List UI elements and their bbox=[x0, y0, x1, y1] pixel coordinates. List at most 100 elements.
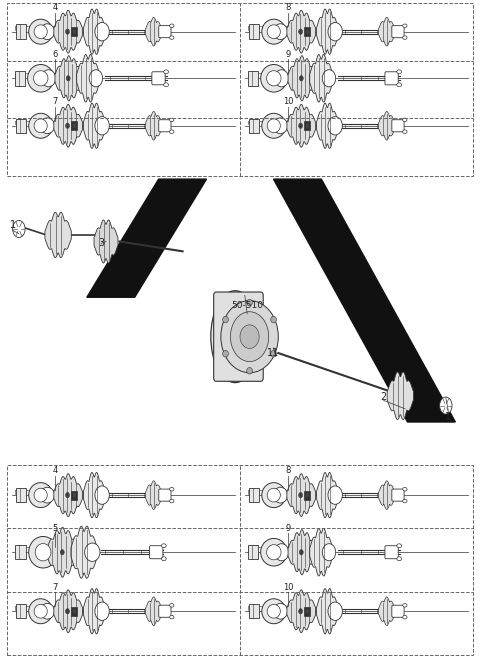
Polygon shape bbox=[54, 474, 83, 517]
Ellipse shape bbox=[29, 19, 53, 44]
Bar bbox=[248, 545, 258, 559]
Polygon shape bbox=[287, 11, 316, 53]
Ellipse shape bbox=[34, 604, 47, 618]
Ellipse shape bbox=[262, 599, 286, 623]
Ellipse shape bbox=[161, 557, 166, 561]
Ellipse shape bbox=[29, 536, 58, 568]
Polygon shape bbox=[54, 104, 83, 147]
Ellipse shape bbox=[403, 616, 407, 619]
Ellipse shape bbox=[247, 299, 252, 306]
Bar bbox=[249, 24, 259, 39]
Ellipse shape bbox=[397, 544, 402, 548]
Ellipse shape bbox=[300, 550, 303, 555]
Ellipse shape bbox=[84, 543, 100, 561]
FancyBboxPatch shape bbox=[152, 72, 165, 85]
Polygon shape bbox=[84, 588, 105, 634]
Text: 2: 2 bbox=[381, 392, 387, 402]
Ellipse shape bbox=[266, 544, 281, 559]
Polygon shape bbox=[71, 526, 97, 579]
Polygon shape bbox=[145, 597, 162, 625]
Ellipse shape bbox=[299, 29, 302, 34]
Ellipse shape bbox=[261, 65, 287, 92]
Circle shape bbox=[12, 221, 25, 237]
Ellipse shape bbox=[240, 325, 259, 349]
Ellipse shape bbox=[262, 19, 286, 44]
Bar bbox=[249, 119, 259, 133]
Ellipse shape bbox=[35, 544, 51, 561]
Bar bbox=[15, 545, 25, 559]
Ellipse shape bbox=[397, 70, 402, 74]
Ellipse shape bbox=[169, 616, 174, 619]
Polygon shape bbox=[84, 9, 105, 54]
Ellipse shape bbox=[223, 316, 228, 323]
Bar bbox=[304, 607, 310, 616]
Ellipse shape bbox=[267, 119, 280, 132]
Ellipse shape bbox=[306, 609, 310, 614]
Bar bbox=[16, 604, 26, 618]
Ellipse shape bbox=[72, 123, 76, 129]
Polygon shape bbox=[387, 372, 413, 420]
Bar bbox=[7, 3, 473, 176]
Circle shape bbox=[440, 397, 452, 414]
Polygon shape bbox=[317, 473, 338, 518]
Ellipse shape bbox=[161, 544, 166, 548]
Ellipse shape bbox=[267, 25, 280, 38]
Polygon shape bbox=[287, 104, 316, 147]
FancyBboxPatch shape bbox=[159, 489, 171, 501]
Polygon shape bbox=[145, 17, 162, 46]
Bar bbox=[16, 119, 26, 133]
Ellipse shape bbox=[89, 70, 103, 87]
Ellipse shape bbox=[169, 500, 174, 503]
Bar bbox=[249, 604, 259, 618]
Ellipse shape bbox=[403, 36, 407, 40]
Polygon shape bbox=[310, 55, 333, 102]
Ellipse shape bbox=[72, 609, 76, 614]
Text: 1: 1 bbox=[445, 412, 451, 422]
Polygon shape bbox=[288, 56, 316, 101]
Polygon shape bbox=[317, 9, 338, 54]
Ellipse shape bbox=[164, 70, 168, 74]
Polygon shape bbox=[54, 590, 83, 633]
Ellipse shape bbox=[306, 123, 310, 129]
Ellipse shape bbox=[273, 604, 288, 619]
Bar bbox=[15, 71, 24, 86]
Polygon shape bbox=[378, 111, 395, 140]
Ellipse shape bbox=[322, 70, 336, 87]
Ellipse shape bbox=[29, 599, 53, 623]
Polygon shape bbox=[317, 103, 338, 148]
Bar bbox=[16, 24, 26, 39]
Ellipse shape bbox=[403, 24, 407, 28]
Ellipse shape bbox=[169, 36, 174, 40]
Ellipse shape bbox=[261, 538, 287, 566]
Polygon shape bbox=[47, 527, 78, 577]
Ellipse shape bbox=[169, 118, 174, 122]
Bar bbox=[248, 71, 258, 86]
Ellipse shape bbox=[169, 24, 174, 28]
Ellipse shape bbox=[275, 544, 288, 561]
Ellipse shape bbox=[273, 487, 288, 503]
Ellipse shape bbox=[299, 123, 302, 129]
Bar bbox=[71, 27, 77, 36]
Ellipse shape bbox=[66, 492, 70, 498]
Ellipse shape bbox=[60, 550, 64, 555]
Text: 6: 6 bbox=[52, 49, 58, 59]
Ellipse shape bbox=[273, 118, 288, 134]
Ellipse shape bbox=[300, 76, 303, 81]
Polygon shape bbox=[84, 473, 105, 518]
Ellipse shape bbox=[40, 604, 55, 619]
Ellipse shape bbox=[34, 119, 47, 132]
Ellipse shape bbox=[221, 301, 278, 373]
Polygon shape bbox=[274, 179, 456, 422]
FancyBboxPatch shape bbox=[159, 120, 171, 132]
Text: 7: 7 bbox=[52, 583, 58, 592]
Text: 7: 7 bbox=[52, 97, 58, 106]
Bar bbox=[304, 27, 310, 36]
Ellipse shape bbox=[403, 488, 407, 491]
Ellipse shape bbox=[34, 71, 48, 86]
FancyBboxPatch shape bbox=[159, 26, 171, 38]
Text: 3: 3 bbox=[98, 239, 104, 248]
Ellipse shape bbox=[328, 486, 342, 504]
Text: 50-510: 50-510 bbox=[231, 301, 263, 310]
Text: 10: 10 bbox=[283, 583, 293, 592]
Text: 10: 10 bbox=[283, 97, 293, 106]
